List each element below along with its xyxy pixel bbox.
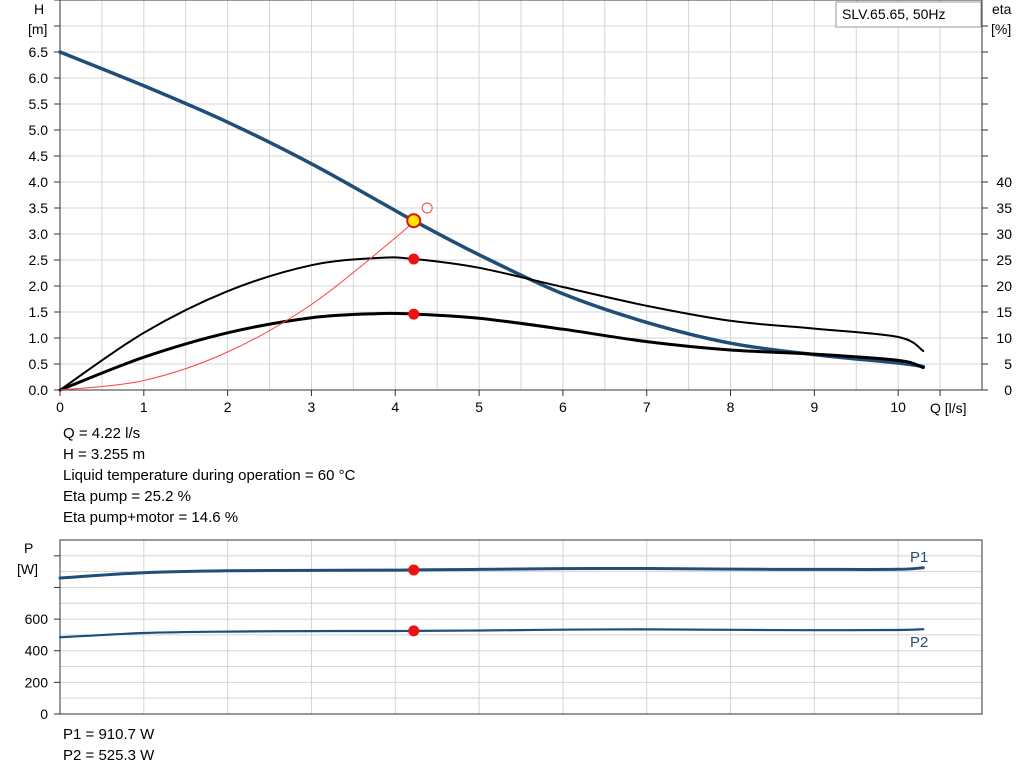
y-tick-label: 0.0 (29, 382, 49, 398)
power-chart-grid (59, 539, 983, 715)
eta-total-curve (58, 311, 925, 392)
y2-tick-label: 35 (996, 200, 1012, 216)
y2-tick-label: 5 (1004, 356, 1012, 372)
eta-pump-curve (59, 256, 925, 391)
y-tick-label: 3.0 (29, 226, 49, 242)
readout-q: Q = 4.22 l/s (63, 425, 141, 442)
y-tick-label: 3.5 (29, 200, 49, 216)
readout-temperature: Liquid temperature during operation = 60… (63, 467, 356, 484)
readout-h: H = 3.255 m (63, 446, 146, 463)
head-chart-curves (58, 50, 926, 392)
x-tick-label: 9 (810, 399, 818, 415)
y-tick-label: 2.5 (29, 252, 49, 268)
x-tick-label: 7 (643, 399, 651, 415)
x-tick-label: 5 (475, 399, 483, 415)
y-tick-label: 2.0 (29, 278, 49, 294)
y-tick-label: 0 (40, 706, 48, 722)
y2-tick-label: 10 (996, 330, 1012, 346)
power-chart-curves (58, 566, 925, 639)
y-tick-label: 6.5 (29, 44, 49, 60)
head-chart-border (59, 0, 983, 391)
power-chart-frame (59, 539, 983, 715)
y2-tick-label: 30 (996, 226, 1012, 242)
eta-pump-operating-point (408, 253, 420, 265)
eta-total-operating-point (408, 308, 420, 320)
power-chart-points (408, 564, 420, 637)
system-end-marker (421, 202, 433, 214)
y-axis-label-p: P (24, 540, 33, 556)
y2-tick-label: 0 (1004, 382, 1012, 398)
p2-operating-point (408, 625, 420, 637)
p1-operating-point (408, 564, 420, 576)
x-tick-label: 3 (308, 399, 316, 415)
head-chart-ticks: 0 1 2 3 4 5 6 7 8 9 10 0.0 0.5 1.0 1.5 2.0 2.5 3.0 3.5 4.0 4… (29, 0, 1012, 415)
y-tick-label: 200 (25, 674, 49, 690)
x-tick-label: 4 (391, 399, 399, 415)
y2-axis-unit-eta: [%] (991, 21, 1011, 37)
y-tick-label: 5.0 (29, 122, 49, 138)
x-tick-label: 6 (559, 399, 567, 415)
y-axis-unit-h: [m] (28, 21, 47, 37)
x-axis-label: Q [l/s] (930, 400, 967, 416)
power-chart-border (59, 539, 983, 715)
y2-tick-label: 20 (996, 278, 1012, 294)
system-curve (59, 220, 415, 391)
y2-axis-label-eta: eta (992, 1, 1012, 17)
y2-tick-label: 15 (996, 304, 1012, 320)
y-tick-label: 4.5 (29, 148, 49, 164)
p1-curve (58, 566, 925, 580)
chart-title-box (835, 1, 982, 28)
power-readout: P1 = 910.7 W P2 = 525.3 W (63, 724, 154, 766)
y-tick-label: 6.0 (29, 70, 49, 86)
readout-eta-pump: Eta pump = 25.2 % (63, 488, 191, 505)
series-label-p2: P2 (910, 634, 928, 651)
p2-curve (58, 628, 925, 639)
y2-tick-label: 40 (996, 174, 1012, 190)
y-tick-label: 4.0 (29, 174, 49, 190)
head-operating-point (406, 213, 422, 229)
x-tick-label: 0 (56, 399, 64, 415)
y-tick-label: 1.5 (29, 304, 49, 320)
y-tick-label: 600 (25, 611, 49, 627)
y-tick-label: 400 (25, 643, 49, 659)
y2-tick-label: 25 (996, 252, 1012, 268)
x-tick-label: 8 (727, 399, 735, 415)
readout-eta-total: Eta pump+motor = 14.6 % (63, 509, 239, 526)
y-tick-label: 1.0 (29, 330, 49, 346)
chart-title: SLV.65.65, 50Hz (842, 6, 946, 22)
x-tick-label: 1 (140, 399, 148, 415)
x-tick-label: 2 (224, 399, 232, 415)
head-chart-points (406, 202, 433, 320)
y-tick-label: 0.5 (29, 356, 49, 372)
y-axis-unit-p: [W] (17, 561, 38, 577)
x-tick-label: 10 (890, 399, 906, 415)
readout-p2: P2 = 525.3 W (63, 747, 155, 764)
duty-point-readout: Q = 4.22 l/s H = 3.255 m Liquid temperat… (63, 423, 355, 528)
series-label-p1: P1 (910, 549, 928, 566)
head-chart-frame (59, 0, 983, 391)
readout-p1: P1 = 910.7 W (63, 726, 155, 743)
y-tick-label: 5.5 (29, 96, 49, 112)
power-chart-ticks: 0 200 400 600 (25, 555, 60, 722)
y-axis-label-h: H (34, 1, 44, 17)
